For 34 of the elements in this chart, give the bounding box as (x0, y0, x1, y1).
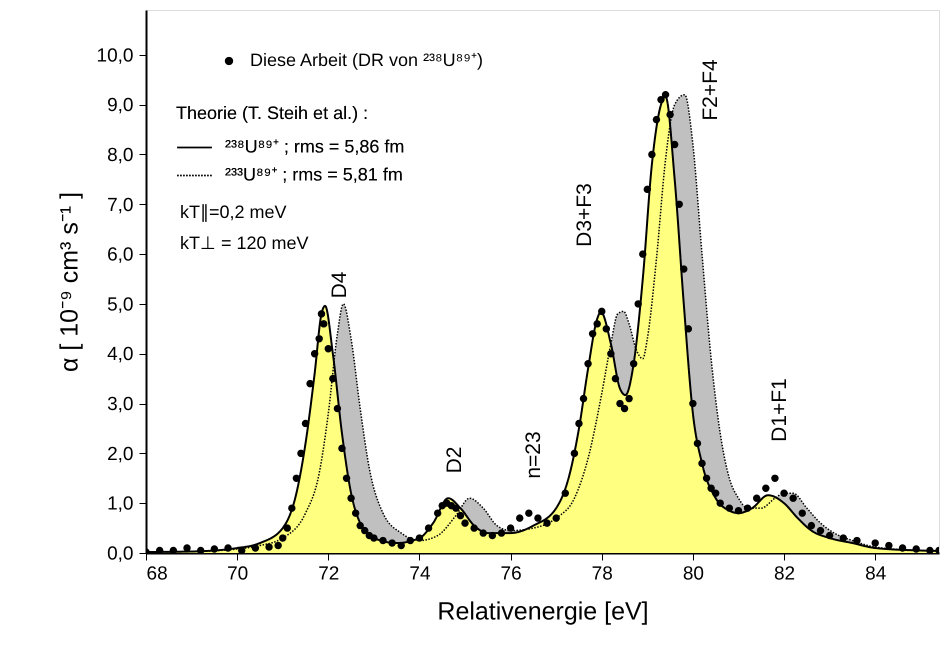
legend-label: ²³³U⁸⁹⁺ ; rms = 5,81 fm (225, 164, 403, 184)
annotation: kT∥=0,2 meV (180, 202, 287, 222)
x-tick-label: 82 (774, 564, 796, 584)
annotation: n=23 (522, 431, 545, 479)
annotation: D2 (443, 446, 466, 474)
x-tick-label: 68 (146, 564, 168, 584)
y-tick-label: 7,0 (107, 194, 134, 216)
x-tick-label: 72 (318, 564, 340, 584)
y-tick-label: 5,0 (107, 294, 134, 316)
x-tick-label: 76 (500, 564, 522, 584)
x-tick-label: 74 (409, 564, 431, 584)
x-axis-title: Relativenergie [eV] (437, 598, 649, 626)
y-axis-title: α [ 10⁻⁹ cm³ s⁻¹ ] (56, 192, 84, 372)
x-tick-label: 70 (227, 564, 248, 584)
annotation: kT⊥ = 120 meV (180, 233, 309, 253)
y-tick-label: 9,0 (107, 95, 134, 116)
y-tick-label: 3,0 (107, 394, 134, 416)
y-tick-label: 2,0 (107, 444, 134, 465)
annotation: D3+F3 (573, 183, 596, 247)
y-tick-label: 8,0 (107, 144, 134, 166)
y-tick-label: 6,0 (107, 244, 134, 266)
x-tick-label: 78 (592, 564, 613, 584)
y-tick-label: 4,0 (107, 344, 134, 366)
x-tick-label: 84 (865, 564, 887, 584)
legend-title: Theorie (T. Steih et al.) : (176, 103, 368, 123)
annotation: D4 (328, 271, 351, 298)
x-tick-label: 80 (682, 564, 704, 584)
annotation: F2+F4 (699, 59, 722, 121)
y-tick-label: 1,0 (107, 494, 134, 515)
y-tick-label: 0,0 (107, 544, 134, 564)
y-tick-label: 10,0 (96, 45, 134, 66)
legend-label: Diese Arbeit (DR von ²³⁸U⁸⁹⁺) (250, 50, 483, 70)
legend-label: ²³⁸U⁸⁹⁺ ; rms = 5,86 fm (225, 136, 404, 156)
annotation: D1+F1 (768, 378, 791, 442)
